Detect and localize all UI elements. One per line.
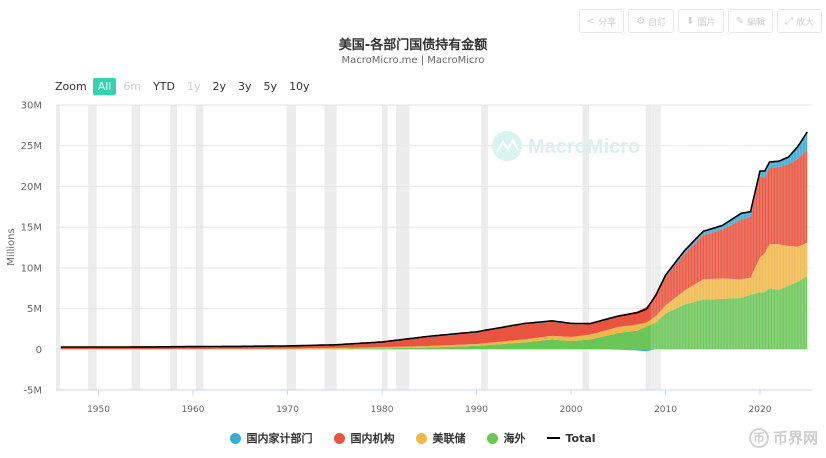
legend-dot-fed bbox=[416, 432, 428, 444]
x-tick-label: 2020 bbox=[749, 405, 772, 415]
y-tick-label: 20M bbox=[21, 182, 42, 193]
edit-label: 編輯 bbox=[746, 17, 765, 28]
coin-icon: 币 bbox=[748, 427, 769, 448]
zoom-selector: Zoom All 6m YTD 1y 2y 3y 5y 10y bbox=[55, 78, 317, 95]
custom-label: 自訂 bbox=[648, 17, 667, 28]
x-tick-label: 1960 bbox=[182, 405, 205, 415]
recession-band-0 bbox=[56, 105, 60, 390]
chart-title: 美国-各部门国债持有金额 bbox=[338, 38, 488, 53]
recession-band-10 bbox=[582, 105, 589, 390]
watermark-text: MacroMicro bbox=[528, 136, 640, 158]
zoom-1y-button[interactable]: 1y bbox=[187, 80, 201, 93]
legend-label-institutions: 国内机构 bbox=[350, 432, 395, 445]
legend-item-institutions[interactable]: 国内机构 bbox=[334, 430, 394, 446]
recession-band-8 bbox=[396, 105, 410, 390]
legend-item-domestic[interactable]: 国内家计部门 bbox=[230, 430, 312, 446]
edit-button[interactable]: ✎ 編輯 bbox=[727, 9, 773, 33]
zoom-2y-button[interactable]: 2y bbox=[212, 80, 227, 93]
recession-band-4 bbox=[195, 105, 204, 390]
legend-dot-foreign bbox=[487, 432, 499, 444]
zoom-3y-button[interactable]: 3y bbox=[238, 80, 252, 93]
x-tick-label: 1980 bbox=[371, 405, 394, 415]
legend-label-total: Total bbox=[565, 431, 596, 445]
expand-button[interactable]: ⤢ 放大 bbox=[776, 9, 822, 33]
total-line-group bbox=[60, 131, 808, 348]
y-tick-label: 25M bbox=[21, 141, 42, 152]
y-tick-label: 10M bbox=[21, 263, 42, 274]
download-icon: ⬇ bbox=[686, 15, 695, 27]
y-tick-label: 30M bbox=[21, 101, 42, 112]
expand-label: 放大 bbox=[795, 17, 814, 28]
share-button[interactable]: < 分享 bbox=[578, 9, 625, 33]
recession-band-9 bbox=[481, 105, 488, 390]
x-tick-label: 1990 bbox=[465, 405, 488, 415]
expand-icon: ⤢ bbox=[784, 15, 793, 27]
axes: -5M 0 5M 10M 15M 20M 25M 30M 1950 1960 1970 1980 199… bbox=[21, 101, 812, 415]
recession-band-6 bbox=[324, 105, 337, 390]
legend-label-domestic: 国内家计部门 bbox=[246, 432, 313, 445]
chart-legend: 国内家计部门 国内机构 美联储 海外 Total bbox=[0, 430, 826, 446]
legend-line-total bbox=[547, 437, 561, 439]
corner-logo: 币 币界网 bbox=[748, 427, 818, 448]
series-area-domestic-negative bbox=[60, 349, 808, 352]
legend-label-fed: 美联储 bbox=[432, 432, 466, 445]
image-button[interactable]: ⬇ 圖片 bbox=[678, 9, 724, 33]
gear-icon: ⚙ bbox=[636, 15, 646, 27]
y-tick-label: 5M bbox=[27, 304, 42, 315]
zoom-10y-button[interactable]: 10y bbox=[289, 80, 310, 93]
recession-bands bbox=[56, 105, 661, 390]
recession-band-7 bbox=[382, 105, 388, 390]
recession-band-2 bbox=[131, 105, 141, 390]
zoom-all-button[interactable]: All bbox=[92, 78, 117, 95]
legend-label-foreign: 海外 bbox=[503, 432, 526, 445]
legend-dot-institutions bbox=[334, 432, 346, 444]
pencil-icon: ✎ bbox=[735, 15, 744, 27]
chart-toolbar: < 分享 ⚙ 自訂 ⬇ 圖片 ✎ 編輯 ⤢ 放大 bbox=[578, 9, 822, 33]
zoom-6m-button[interactable]: 6m bbox=[123, 80, 142, 93]
custom-button[interactable]: ⚙ 自訂 bbox=[628, 9, 675, 33]
x-tick-label: 1950 bbox=[87, 405, 110, 415]
recession-band-5 bbox=[286, 105, 297, 390]
y-tick-label: -5M bbox=[23, 386, 42, 397]
legend-item-total[interactable]: Total bbox=[547, 430, 596, 446]
chart-subtitle: MacroMicro.me | MacroMicro bbox=[341, 55, 485, 66]
legend-dot-domestic bbox=[230, 432, 242, 444]
y-axis-label: Millions bbox=[6, 228, 17, 265]
y-tick-label: 0 bbox=[36, 345, 42, 356]
corner-logo-text: 币界网 bbox=[772, 429, 818, 447]
x-tick-label: 2000 bbox=[560, 405, 583, 415]
series-areas bbox=[60, 105, 812, 390]
zoom-label: Zoom bbox=[55, 80, 87, 93]
x-tick-label: 1970 bbox=[276, 405, 299, 415]
watermark-logo-mark bbox=[496, 137, 519, 153]
image-label: 圖片 bbox=[697, 17, 716, 28]
share-label: 分享 bbox=[598, 17, 617, 28]
recession-band-1 bbox=[88, 105, 97, 390]
legend-item-foreign[interactable]: 海外 bbox=[487, 430, 525, 446]
legend-item-fed[interactable]: 美联储 bbox=[416, 430, 465, 446]
watermark: MacroMicro bbox=[492, 131, 640, 161]
y-tick-label: 15M bbox=[21, 223, 42, 234]
share-icon: < bbox=[586, 15, 596, 27]
recession-band-3 bbox=[170, 105, 177, 390]
zoom-5y-button[interactable]: 5y bbox=[263, 80, 278, 93]
zoom-ytd-button[interactable]: YTD bbox=[153, 80, 175, 93]
series-line-total bbox=[60, 131, 808, 348]
x-tick-label: 2010 bbox=[654, 405, 677, 415]
series-area-foreign bbox=[60, 276, 808, 350]
